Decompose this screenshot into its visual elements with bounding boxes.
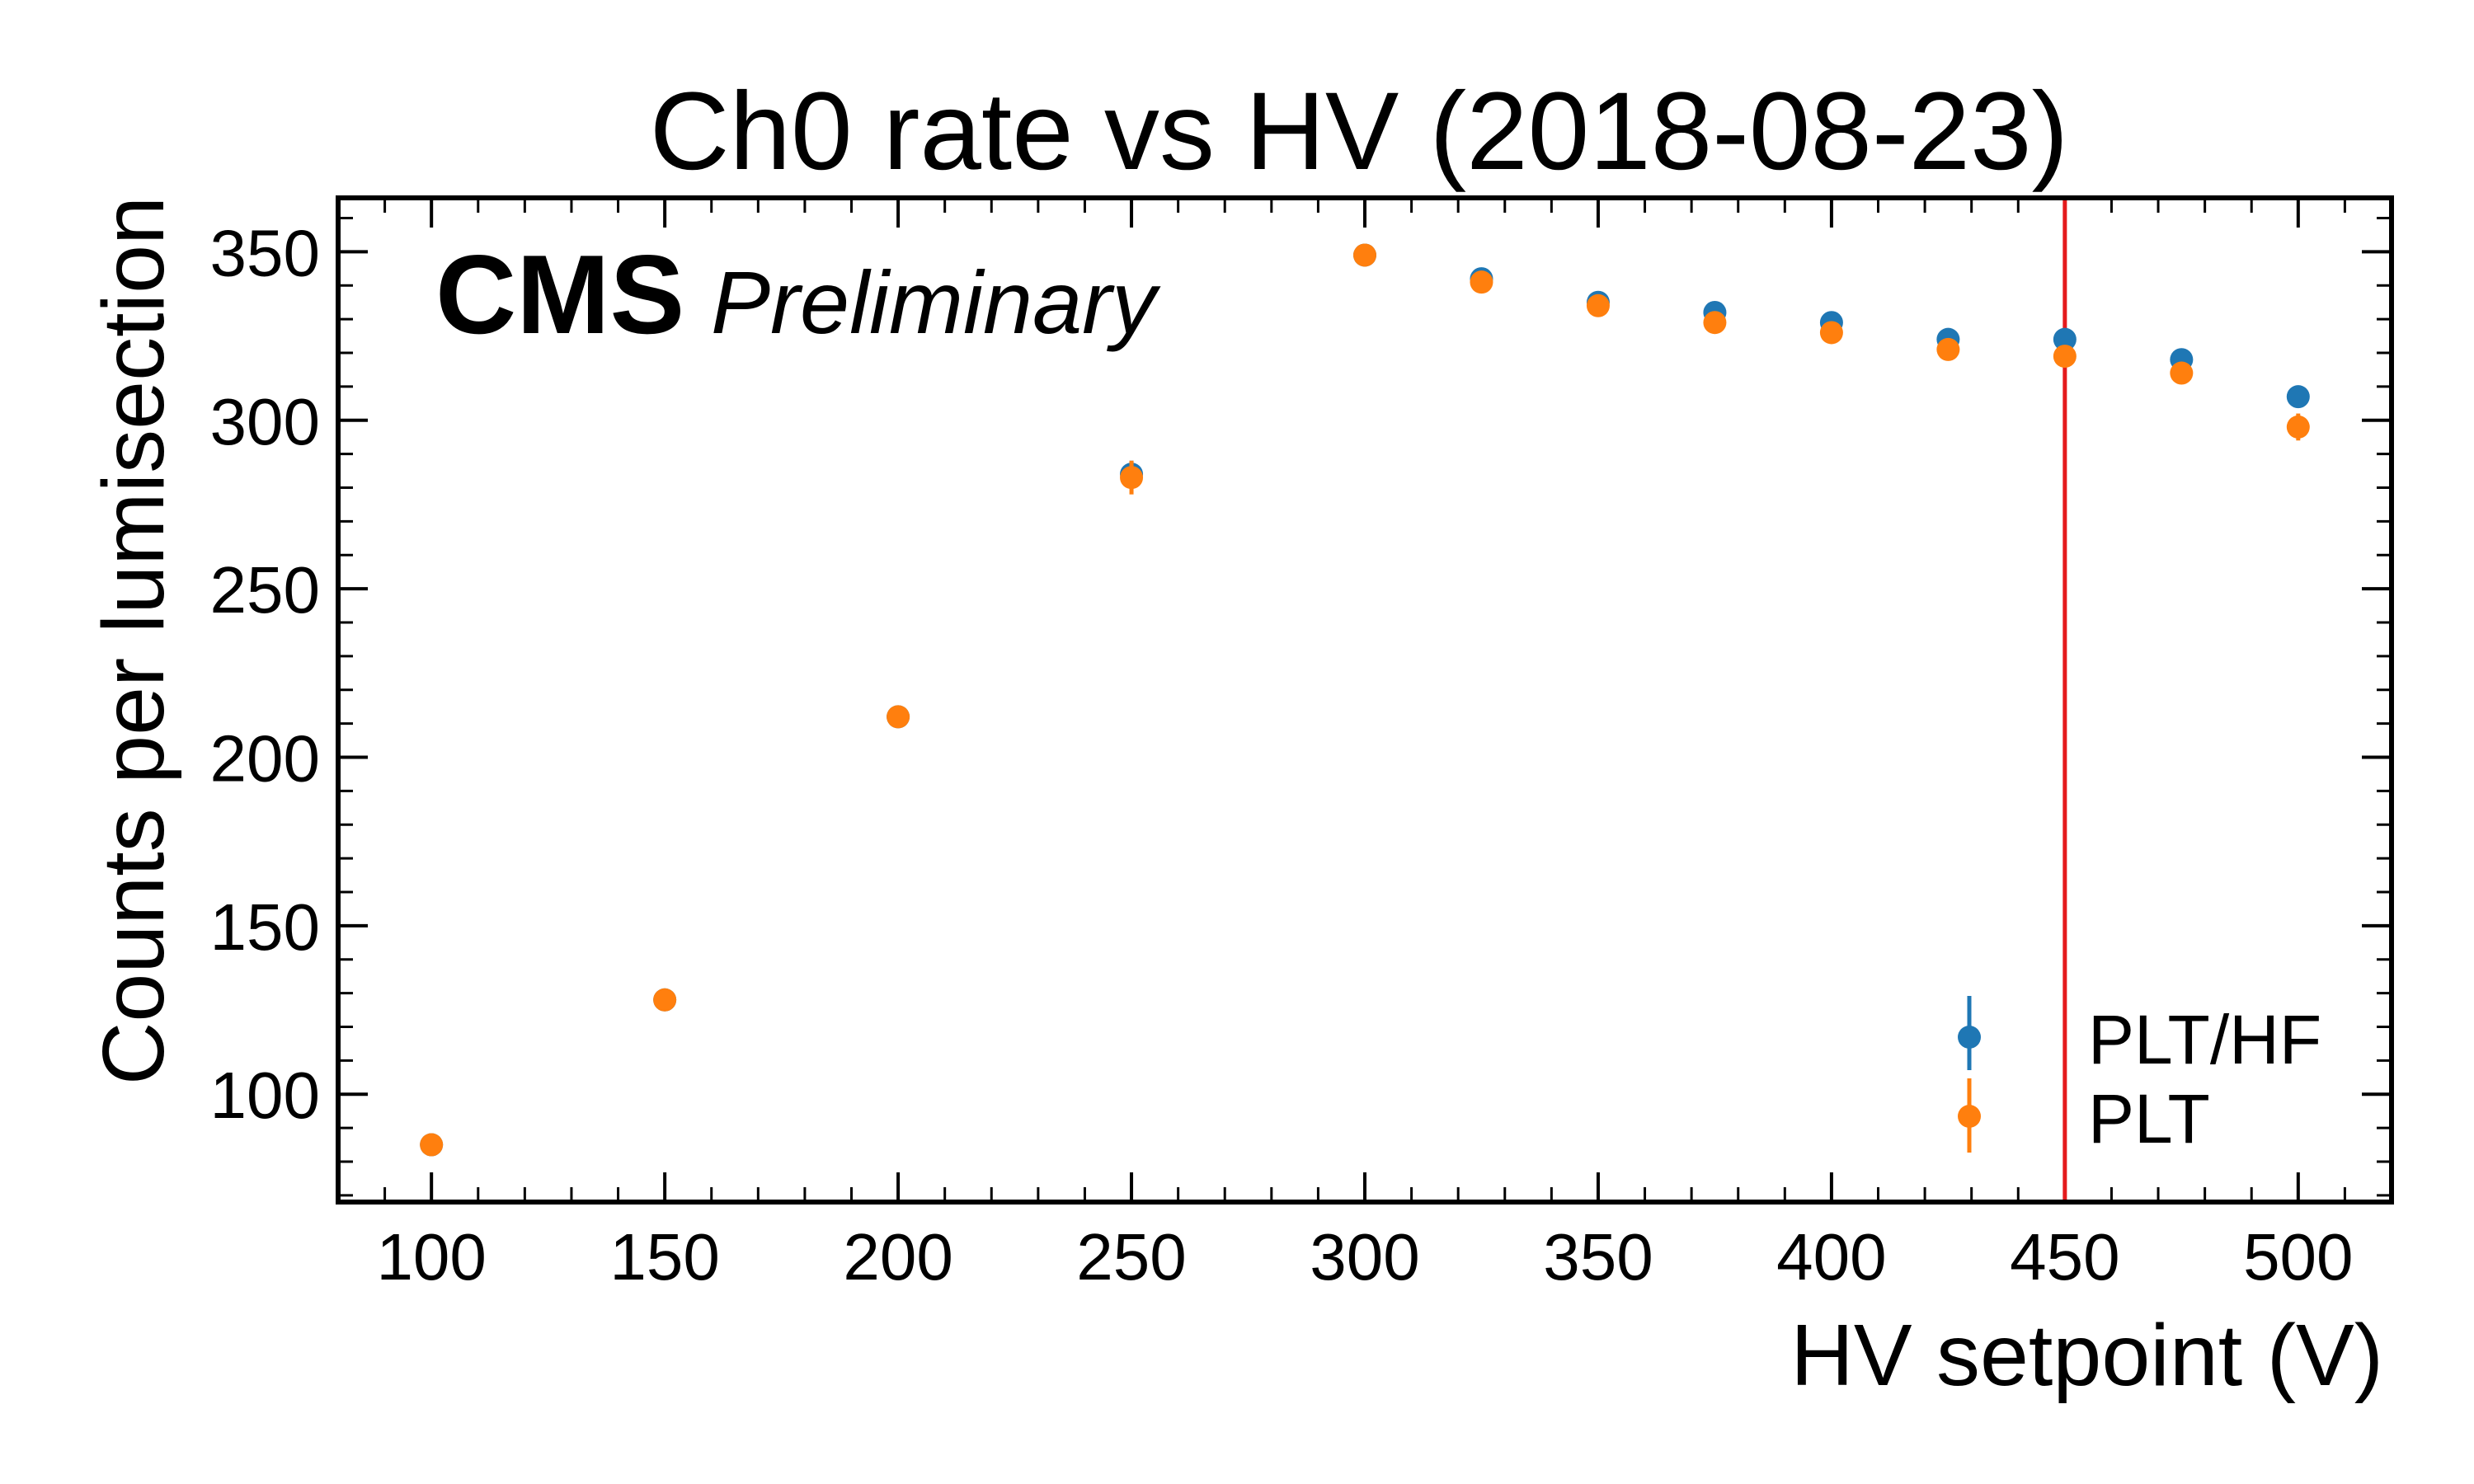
data-point-plt-hf xyxy=(2053,327,2077,351)
data-point-plt-hf xyxy=(2286,385,2310,409)
data-point-plt xyxy=(1819,321,1843,345)
preliminary-status-label: Preliminary xyxy=(711,252,1161,352)
data-point-plt xyxy=(1353,243,1376,267)
data-point-plt xyxy=(420,1133,444,1157)
legend-marker-plt-hf xyxy=(1958,1026,1981,1049)
legend-label-plt: PLT xyxy=(2088,1080,2210,1158)
axes-frame xyxy=(336,195,2394,1205)
x-tick-label: 500 xyxy=(2243,1220,2353,1294)
x-tick-label: 300 xyxy=(1310,1220,1419,1294)
x-tick-label: 250 xyxy=(1076,1220,1186,1294)
y-tick-label: 300 xyxy=(210,385,320,458)
x-axis-label: HV setpoint (V) xyxy=(1790,1307,2383,1404)
y-tick-label: 250 xyxy=(210,553,320,627)
data-point-plt xyxy=(653,988,677,1012)
legend: PLT/HF PLT xyxy=(1958,996,2321,1158)
data-point-plt xyxy=(2053,345,2077,369)
y-tick-label: 200 xyxy=(210,721,320,795)
data-point-plt xyxy=(2286,415,2310,439)
x-tick-label: 150 xyxy=(609,1220,719,1294)
data-point-plt xyxy=(1703,311,1727,335)
data-point-plt xyxy=(1586,294,1610,317)
data-point-plt xyxy=(2170,361,2194,385)
x-tick-label: 450 xyxy=(2010,1220,2119,1294)
x-tick-label: 400 xyxy=(1776,1220,1886,1294)
data-point-plt xyxy=(1936,337,1960,361)
chart-title: Ch0 rate vs HV (2018-08-23) xyxy=(650,70,2068,193)
legend-item-plt-hf: PLT/HF xyxy=(1958,996,2321,1078)
data-point-plt xyxy=(1120,466,1144,490)
y-tick-label: 100 xyxy=(210,1059,320,1132)
cms-experiment-label: CMS xyxy=(435,232,684,357)
legend-label-plt-hf: PLT/HF xyxy=(2088,1001,2321,1078)
legend-marker-plt xyxy=(1958,1105,1981,1128)
x-tick-label: 200 xyxy=(843,1220,952,1294)
data-point-plt xyxy=(1470,270,1493,294)
data-point-plt xyxy=(887,705,910,729)
y-tick-label: 350 xyxy=(210,216,320,289)
legend-item-plt: PLT xyxy=(1958,1078,2210,1158)
plot-area: 100 150 200 250 300 350 400 450 500 100 150 200 250 3… xyxy=(210,195,2394,1294)
y-tick-label: 150 xyxy=(210,890,320,964)
x-tick-label: 100 xyxy=(376,1220,486,1294)
y-axis-label: Counts per lumisection xyxy=(85,196,182,1085)
x-tick-label: 350 xyxy=(1543,1220,1653,1294)
